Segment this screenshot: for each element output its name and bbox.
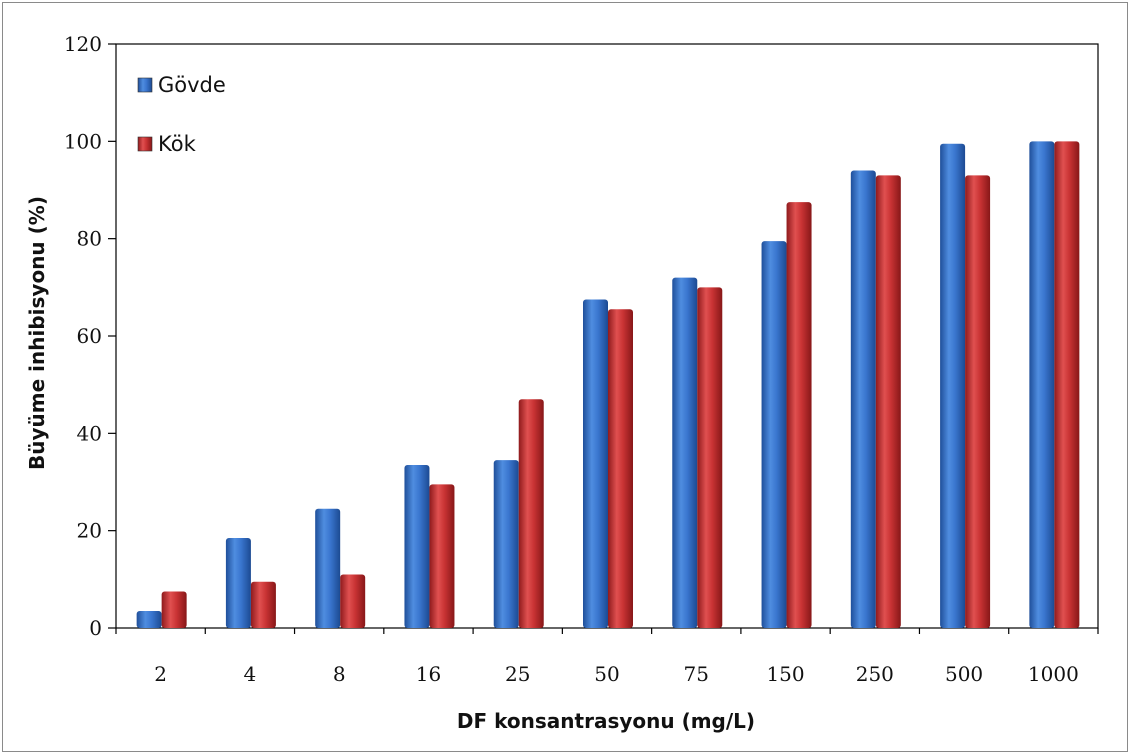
bar-govde xyxy=(225,537,251,628)
x-tick-label: 500 xyxy=(945,662,983,686)
bar-kok xyxy=(1054,141,1080,629)
bar-govde xyxy=(315,508,341,628)
legend: Gövde Kök xyxy=(137,73,226,156)
x-tick-label: 75 xyxy=(684,662,709,686)
x-tick-label: 25 xyxy=(505,662,530,686)
bar-kok xyxy=(608,309,633,628)
bar-govde xyxy=(761,241,787,628)
y-tick-label: 120 xyxy=(64,32,102,56)
bar-govde xyxy=(404,464,430,628)
bar-kok xyxy=(875,175,901,628)
legend-label: Kök xyxy=(158,132,197,156)
bar-govde xyxy=(850,170,876,629)
bar-kok xyxy=(697,287,723,628)
bar-kok xyxy=(518,399,544,628)
bar-kok xyxy=(786,202,812,628)
bar-kok xyxy=(340,574,366,628)
bar-kok xyxy=(429,484,455,628)
y-tick-label: 40 xyxy=(77,421,102,445)
y-tick-label: 60 xyxy=(77,324,102,348)
y-tick-label: 80 xyxy=(77,227,102,251)
x-tick-label: 50 xyxy=(594,662,619,686)
bar-govde xyxy=(493,460,519,628)
x-tick-label: 150 xyxy=(766,662,804,686)
x-tick-label: 250 xyxy=(856,662,894,686)
legend-swatch xyxy=(137,77,153,93)
bar-kok xyxy=(161,591,187,628)
bar-kok xyxy=(250,581,276,628)
axes-group xyxy=(108,43,1099,634)
bars-group xyxy=(136,141,1080,629)
x-tick-label: 4 xyxy=(244,662,257,686)
x-axis-title: DF konsantrasyonu (mg/L) xyxy=(457,709,755,733)
bar-kok xyxy=(965,175,991,628)
tick-labels-group: 0 20 40 60 80 100 120 2 4 8 16 25 50 75 150 250 500 1000 xyxy=(64,32,1079,686)
bar-govde xyxy=(1029,141,1055,629)
y-tick-label: 100 xyxy=(64,129,102,153)
bar-govde xyxy=(940,143,966,628)
x-tick-label: 8 xyxy=(333,662,346,686)
x-tick-label: 16 xyxy=(416,662,441,686)
bar-govde xyxy=(672,277,698,628)
x-tick-label: 2 xyxy=(154,662,167,686)
bar-govde xyxy=(136,610,162,628)
bar-govde xyxy=(583,299,608,628)
y-tick-label: 20 xyxy=(77,519,102,543)
y-tick-label: 0 xyxy=(89,616,102,640)
x-tick-label: 1000 xyxy=(1028,662,1079,686)
legend-swatch xyxy=(137,136,153,152)
y-axis-title: Büyüme inhibisyonu (%) xyxy=(25,196,49,470)
legend-label: Gövde xyxy=(158,73,226,97)
